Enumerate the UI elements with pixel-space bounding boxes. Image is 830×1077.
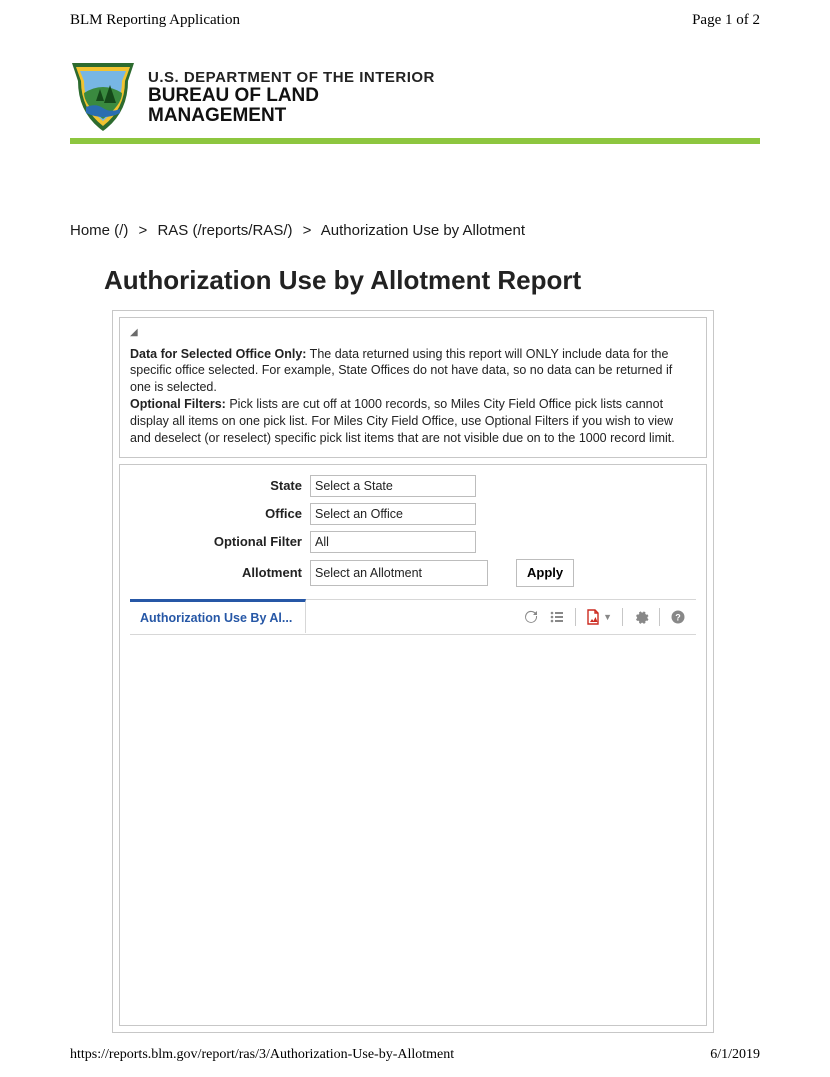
optional-filter-select[interactable]: All bbox=[310, 531, 476, 553]
apply-button[interactable]: Apply bbox=[516, 559, 574, 587]
optional-filter-label: Optional Filter bbox=[130, 534, 310, 549]
state-select[interactable]: Select a State bbox=[310, 475, 476, 497]
header-rule bbox=[70, 138, 760, 144]
org-bureau-2: MANAGEMENT bbox=[148, 106, 435, 126]
filter-panel: State Select a State Office Select an Of… bbox=[119, 464, 707, 1026]
tab-bar: Authorization Use By Al... ▼ bbox=[130, 599, 696, 635]
info-text: Data for Selected Office Only: The data … bbox=[130, 346, 696, 447]
allotment-select[interactable]: Select an Allotment bbox=[310, 560, 488, 586]
help-icon[interactable]: ? bbox=[670, 609, 686, 625]
list-icon[interactable] bbox=[549, 609, 565, 625]
filter-row-state: State Select a State bbox=[130, 475, 696, 497]
page-indicator: Page 1 of 2 bbox=[692, 12, 760, 29]
breadcrumb-sep: > bbox=[139, 222, 148, 239]
filter-row-allotment: Allotment Select an Allotment Apply bbox=[130, 559, 696, 587]
breadcrumb-item-current: Authorization Use by Allotment bbox=[321, 222, 525, 239]
info-panel: ◢ Data for Selected Office Only: The dat… bbox=[119, 317, 707, 458]
page-title: Authorization Use by Allotment Report bbox=[104, 265, 760, 296]
refresh-icon[interactable] bbox=[523, 609, 539, 625]
filter-row-office: Office Select an Office bbox=[130, 503, 696, 525]
breadcrumb: Home (/) > RAS (/reports/RAS/) > Authori… bbox=[70, 222, 760, 239]
state-label: State bbox=[130, 478, 310, 493]
tab-authorization-use[interactable]: Authorization Use By Al... bbox=[130, 599, 306, 633]
export-pdf-button[interactable]: ▼ bbox=[586, 609, 612, 625]
chevron-down-icon: ▼ bbox=[603, 612, 612, 622]
gear-icon[interactable] bbox=[633, 609, 649, 625]
footer-date: 6/1/2019 bbox=[710, 1047, 760, 1063]
breadcrumb-sep: > bbox=[303, 222, 312, 239]
org-bureau-1: BUREAU OF LAND bbox=[148, 86, 435, 106]
filter-row-optional: Optional Filter All bbox=[130, 531, 696, 553]
office-label: Office bbox=[130, 506, 310, 521]
toolbar-separator bbox=[575, 608, 576, 626]
app-title: BLM Reporting Application bbox=[70, 12, 240, 29]
report-body bbox=[130, 635, 696, 1025]
footer-url: https://reports.blm.gov/report/ras/3/Aut… bbox=[70, 1047, 454, 1063]
info-p1-bold: Data for Selected Office Only: bbox=[130, 347, 306, 361]
breadcrumb-item-home[interactable]: Home (/) bbox=[70, 222, 128, 239]
toolbar-separator bbox=[622, 608, 623, 626]
collapse-toggle-icon[interactable]: ◢ bbox=[130, 326, 696, 340]
allotment-label: Allotment bbox=[130, 565, 310, 580]
breadcrumb-item-ras[interactable]: RAS (/reports/RAS/) bbox=[157, 222, 292, 239]
office-select[interactable]: Select an Office bbox=[310, 503, 476, 525]
blm-logo bbox=[70, 61, 136, 133]
info-p2-bold: Optional Filters: bbox=[130, 397, 226, 411]
org-dept: U.S. DEPARTMENT OF THE INTERIOR bbox=[148, 69, 435, 86]
svg-text:?: ? bbox=[675, 612, 681, 622]
report-frame: ◢ Data for Selected Office Only: The dat… bbox=[112, 310, 714, 1033]
report-toolbar: ▼ ? bbox=[523, 608, 696, 626]
org-header: U.S. DEPARTMENT OF THE INTERIOR BUREAU O… bbox=[70, 61, 760, 133]
toolbar-separator bbox=[659, 608, 660, 626]
